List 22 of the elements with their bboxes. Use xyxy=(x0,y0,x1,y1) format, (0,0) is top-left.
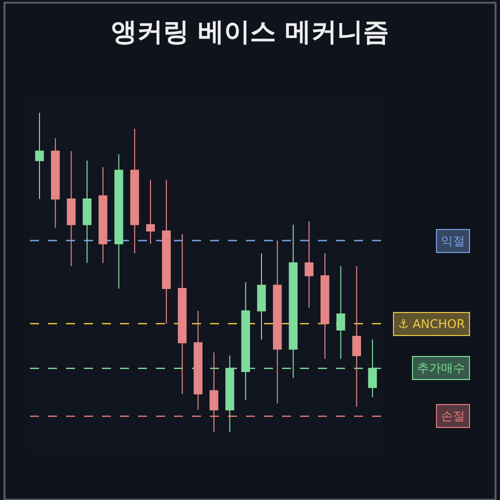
candlestick xyxy=(336,266,346,360)
candlestick xyxy=(98,166,108,264)
candlestick xyxy=(146,179,155,244)
candlestick xyxy=(35,112,44,200)
candlestick xyxy=(162,179,171,324)
candlestick xyxy=(257,252,266,340)
candlestick xyxy=(50,138,60,228)
candlestick xyxy=(272,240,282,404)
candlestick xyxy=(178,234,187,394)
candlestick xyxy=(114,154,124,289)
ref-line-label: ⚓ ANCHOR xyxy=(398,317,465,331)
ref-line-label: 익절 xyxy=(441,234,465,248)
candlestick xyxy=(66,150,76,267)
candlestick xyxy=(352,266,362,408)
candlestick xyxy=(130,128,140,254)
ref-line-label: 추가매수 xyxy=(417,361,465,375)
candlestick xyxy=(304,220,314,308)
candlestick xyxy=(82,160,92,264)
chart-title: 앵커링 베이스 메커니즘 xyxy=(110,18,390,48)
ref-line-label: 손절 xyxy=(441,409,465,423)
candlestick xyxy=(320,252,330,360)
candlestick xyxy=(194,310,202,410)
